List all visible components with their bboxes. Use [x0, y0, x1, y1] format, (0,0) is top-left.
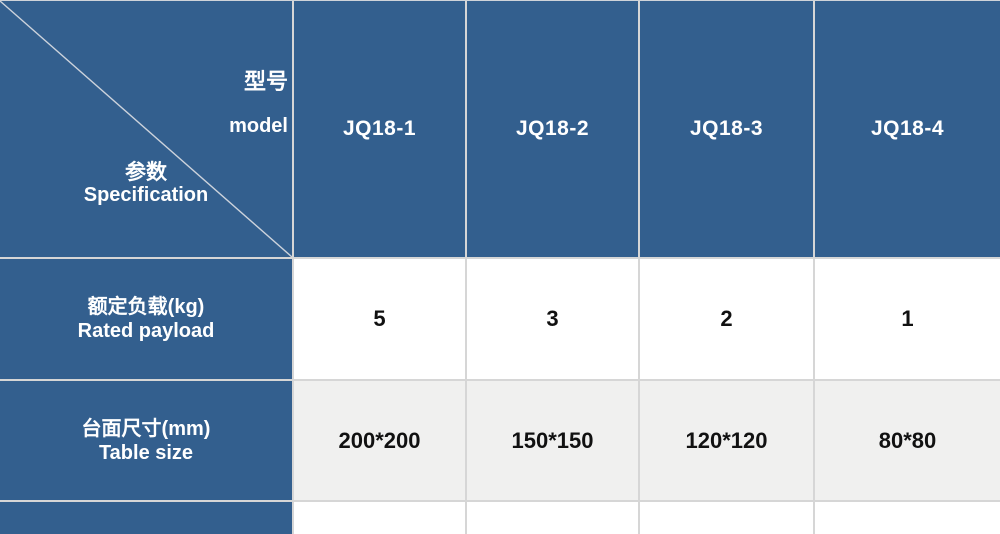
column-axis-label-en: model	[229, 115, 288, 137]
row-label-en: Table size	[98, 441, 194, 464]
row-axis-label-en: Specification	[83, 184, 209, 206]
value-cell: 1	[815, 259, 1000, 379]
value-cell: 80*80	[815, 381, 1000, 500]
column-axis-label-zh: 型号	[243, 69, 288, 94]
row-label-table-size: 台面尺寸(mm) Table size	[0, 381, 292, 500]
column-header-jq18-1: JQ18-1	[294, 1, 465, 257]
diagonal-divider-line	[0, 1, 292, 257]
partial-row-value-cell	[640, 502, 813, 534]
corner-column-axis: 型号 model	[229, 69, 288, 137]
row-axis-label-zh: 参数	[125, 161, 167, 184]
value-cell: 5	[294, 259, 465, 379]
row-label-en: Rated payload	[77, 320, 215, 342]
partial-row-value-cell	[815, 502, 1000, 534]
value-cell: 3	[467, 259, 638, 379]
partial-row-label-cell	[0, 502, 292, 534]
row-label-zh: 额定负载(kg)	[87, 296, 205, 318]
value-cell: 150*150	[467, 381, 638, 500]
corner-header-cell: 型号 model 参数 Specification	[0, 1, 292, 257]
column-header-jq18-2: JQ18-2	[467, 1, 638, 257]
row-label-rated-payload: 额定负载(kg) Rated payload	[0, 259, 292, 379]
value-cell: 200*200	[294, 381, 465, 500]
column-header-jq18-4: JQ18-4	[815, 1, 1000, 257]
partial-row-value-cell	[294, 502, 465, 534]
column-header-jq18-3: JQ18-3	[640, 1, 813, 257]
partial-row-value-cell	[467, 502, 638, 534]
corner-row-axis: 参数 Specification	[0, 161, 292, 207]
value-cell: 2	[640, 259, 813, 379]
value-cell: 120*120	[640, 381, 813, 500]
row-label-zh: 台面尺寸(mm)	[81, 417, 211, 440]
